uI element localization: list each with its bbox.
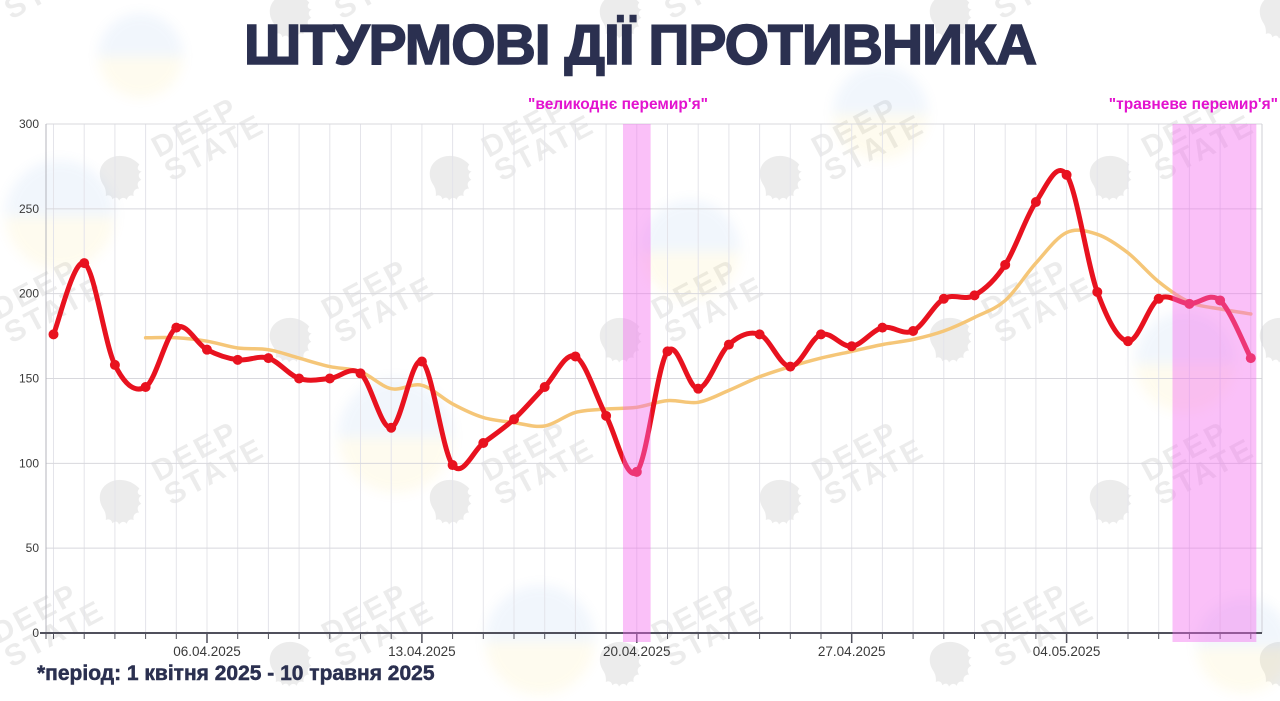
data-point bbox=[816, 329, 826, 340]
may-truce-label: "травневе перемир'я" bbox=[1108, 96, 1278, 113]
average-line bbox=[143, 228, 1253, 429]
data-point bbox=[324, 373, 335, 384]
data-point bbox=[1153, 293, 1164, 304]
data-point bbox=[693, 383, 704, 394]
truce-band bbox=[622, 124, 651, 642]
data-point bbox=[846, 341, 857, 352]
data-point bbox=[1215, 295, 1226, 306]
y-tick-label: 100 bbox=[19, 456, 39, 470]
y-tick-label: 0 bbox=[32, 626, 39, 640]
data-point bbox=[79, 258, 90, 269]
data-point bbox=[171, 322, 182, 333]
data-point bbox=[908, 325, 919, 336]
data-point bbox=[631, 466, 642, 477]
period-footnote: *період: 1 квітня 2025 - 10 травня 2025 bbox=[37, 662, 435, 686]
y-tick-label: 300 bbox=[19, 117, 39, 131]
data-point bbox=[1061, 169, 1072, 180]
data-point bbox=[294, 373, 305, 384]
data-point bbox=[202, 344, 212, 355]
data-point bbox=[263, 353, 274, 364]
data-point bbox=[969, 290, 980, 301]
data-point bbox=[48, 329, 59, 340]
daily-line bbox=[51, 168, 1254, 476]
data-point bbox=[1245, 353, 1256, 364]
data-point bbox=[386, 422, 397, 433]
data-point bbox=[1000, 259, 1011, 270]
data-point bbox=[662, 346, 673, 357]
x-tick-label: 27.04.2025 bbox=[818, 644, 886, 659]
data-point bbox=[601, 410, 612, 421]
data-point bbox=[140, 381, 151, 392]
data-point bbox=[509, 414, 519, 425]
y-tick-label: 50 bbox=[26, 541, 40, 555]
x-tick-label: 04.05.2025 bbox=[1033, 644, 1101, 659]
x-tick-label: 20.04.2025 bbox=[603, 644, 671, 659]
data-point bbox=[109, 359, 120, 370]
data-point bbox=[785, 361, 796, 372]
data-point bbox=[416, 356, 427, 367]
x-tick-label: 06.04.2025 bbox=[173, 644, 241, 659]
data-point bbox=[1123, 336, 1133, 347]
y-tick-label: 250 bbox=[19, 202, 39, 216]
data-point bbox=[938, 293, 949, 304]
x-tick-label: 13.04.2025 bbox=[388, 644, 456, 659]
easter-truce-label: "великоднє перемир'я" bbox=[528, 96, 708, 113]
data-point bbox=[232, 354, 243, 365]
data-point bbox=[1092, 286, 1103, 297]
data-point bbox=[1030, 197, 1041, 208]
data-point bbox=[877, 322, 888, 333]
truce-band bbox=[1172, 124, 1257, 642]
data-point bbox=[478, 437, 489, 448]
data-point bbox=[355, 368, 366, 379]
data-point bbox=[723, 339, 734, 350]
y-tick-label: 150 bbox=[19, 372, 39, 386]
data-point bbox=[539, 381, 550, 392]
data-point bbox=[570, 351, 581, 362]
y-tick-label: 200 bbox=[19, 287, 39, 301]
data-point bbox=[447, 460, 458, 471]
data-point bbox=[1184, 298, 1195, 309]
data-point bbox=[754, 329, 765, 340]
page-title: ШТУРМОВІ ДІЇ ПРОТИВНИКА bbox=[243, 12, 1038, 78]
